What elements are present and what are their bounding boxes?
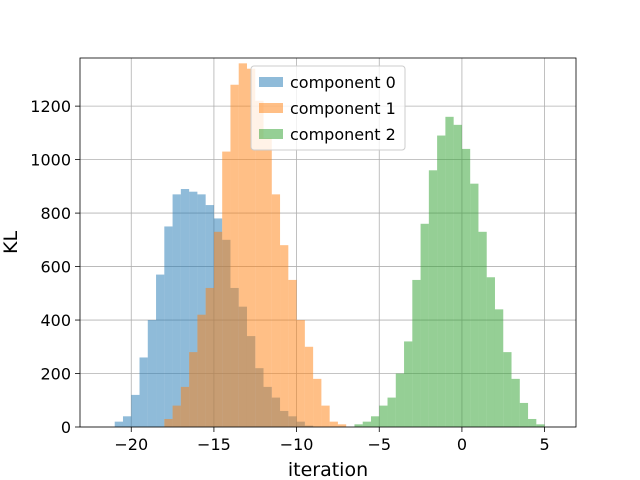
x-tick-label: −15	[197, 435, 231, 454]
histogram-bar-series-2	[420, 223, 429, 427]
histogram-bars	[114, 63, 545, 428]
legend-label: component 1	[290, 99, 396, 118]
x-tick-label: 5	[539, 435, 549, 454]
histogram-bar-series-0	[156, 274, 165, 427]
histogram-bar-series-1	[238, 63, 247, 427]
histogram-bar-series-1	[197, 314, 206, 427]
histogram-bar-series-0	[189, 191, 198, 427]
y-axis-label: KL	[0, 231, 22, 254]
histogram-bar-series-2	[387, 397, 396, 427]
histogram-bar-series-0	[197, 194, 206, 427]
legend-label: component 2	[290, 125, 396, 144]
histogram-bar-series-2	[511, 378, 520, 427]
axis-ticks: −20 −15 −10 −5 0 5 0 200 400 600 800 1000 1200	[30, 97, 549, 454]
histogram-bar-series-1	[189, 352, 198, 427]
histogram-bar-series-2	[494, 309, 504, 427]
legend: component 0 component 1 component 2	[250, 65, 406, 151]
histogram-bar-series-2	[370, 416, 380, 427]
histogram-bar-series-1	[246, 68, 256, 428]
histogram-bar-series-2	[486, 277, 495, 427]
histogram-bar-series-1	[288, 279, 297, 427]
histogram-bar-series-2	[437, 135, 446, 428]
y-tick-label: 600	[40, 258, 71, 277]
y-tick-label: 400	[40, 311, 71, 330]
histogram-bar-series-0	[114, 421, 123, 427]
y-tick-label: 800	[40, 204, 71, 223]
histogram-bar-series-2	[519, 402, 529, 427]
histogram-bar-series-0	[147, 320, 157, 427]
y-tick-label: 200	[40, 365, 71, 384]
histogram-bar-series-1	[329, 421, 338, 427]
histogram-bar-series-2	[362, 421, 371, 427]
histogram-bar-series-2	[354, 424, 363, 427]
y-tick-label: 1000	[30, 151, 71, 170]
histogram-bar-series-1	[263, 138, 272, 427]
y-tick-label: 1200	[30, 97, 71, 116]
histogram-bar-series-1	[271, 194, 281, 427]
histogram-bar-series-1	[213, 231, 223, 427]
histogram-bar-series-2	[536, 424, 545, 427]
legend-swatch	[259, 77, 283, 87]
histogram-bar-series-0	[172, 194, 181, 427]
histogram-bar-series-2	[379, 405, 388, 427]
histogram-bar-series-1	[255, 100, 264, 428]
histogram-bar-series-2	[445, 116, 454, 428]
x-tick-label: −5	[367, 435, 391, 454]
histogram-bar-series-0	[131, 394, 140, 427]
histogram-bar-series-0	[180, 189, 190, 427]
x-tick-label: −10	[280, 435, 314, 454]
histogram-bar-series-2	[528, 418, 537, 427]
y-tick-label: 0	[61, 418, 71, 437]
histogram-bar-series-1	[222, 151, 231, 427]
plot-frame	[79, 57, 577, 428]
histogram-bar-series-0	[122, 416, 132, 427]
histogram-bar-series-2	[470, 183, 479, 427]
legend-label: component 0	[290, 73, 396, 92]
histogram-bar-series-1	[172, 405, 181, 427]
histogram-bar-series-2	[453, 124, 462, 427]
histogram-bar-series-0	[164, 226, 173, 427]
histogram-bar-series-2	[461, 148, 471, 428]
histogram-bar-series-1	[230, 84, 239, 427]
legend-swatch	[259, 103, 283, 113]
histogram-bar-series-1	[296, 320, 305, 427]
histogram-bar-series-2	[412, 279, 421, 427]
histogram-bar-series-0	[139, 357, 148, 427]
histogram-bar-series-1	[180, 386, 190, 427]
histogram-bar-series-1	[205, 287, 214, 427]
histogram-bar-series-1	[164, 418, 173, 427]
legend-swatch	[259, 129, 283, 139]
histogram-bar-series-2	[478, 231, 487, 427]
histogram-bar-series-1	[321, 405, 330, 427]
x-tick-label: 0	[457, 435, 467, 454]
histogram-bar-series-2	[503, 352, 512, 427]
histogram-bar-series-2	[428, 170, 438, 427]
histogram-bar-series-2	[404, 341, 413, 427]
histogram-bar-series-2	[395, 373, 405, 427]
x-axis-label: iteration	[288, 459, 368, 480]
histogram-bar-series-1	[337, 424, 347, 427]
legend-box	[250, 65, 406, 151]
histogram-bar-series-1	[313, 378, 322, 427]
histogram-bar-series-1	[280, 245, 289, 427]
x-tick-label: −20	[114, 435, 148, 454]
histogram-bar-series-1	[304, 346, 314, 427]
